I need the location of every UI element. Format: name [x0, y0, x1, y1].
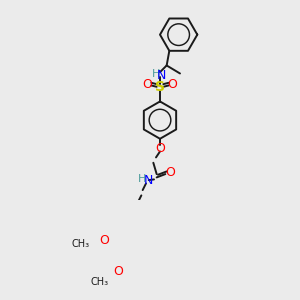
Text: O: O: [168, 78, 178, 91]
Text: N: N: [144, 174, 153, 187]
Text: H: H: [152, 69, 160, 79]
Text: CH₃: CH₃: [72, 239, 90, 249]
Text: O: O: [165, 166, 175, 178]
Text: O: O: [99, 234, 109, 247]
Text: O: O: [155, 142, 165, 154]
Text: O: O: [142, 78, 152, 91]
Text: H: H: [138, 174, 146, 184]
Text: N: N: [157, 69, 166, 82]
Text: S: S: [155, 80, 165, 94]
Text: CH₃: CH₃: [91, 277, 109, 287]
Text: O: O: [114, 265, 124, 278]
